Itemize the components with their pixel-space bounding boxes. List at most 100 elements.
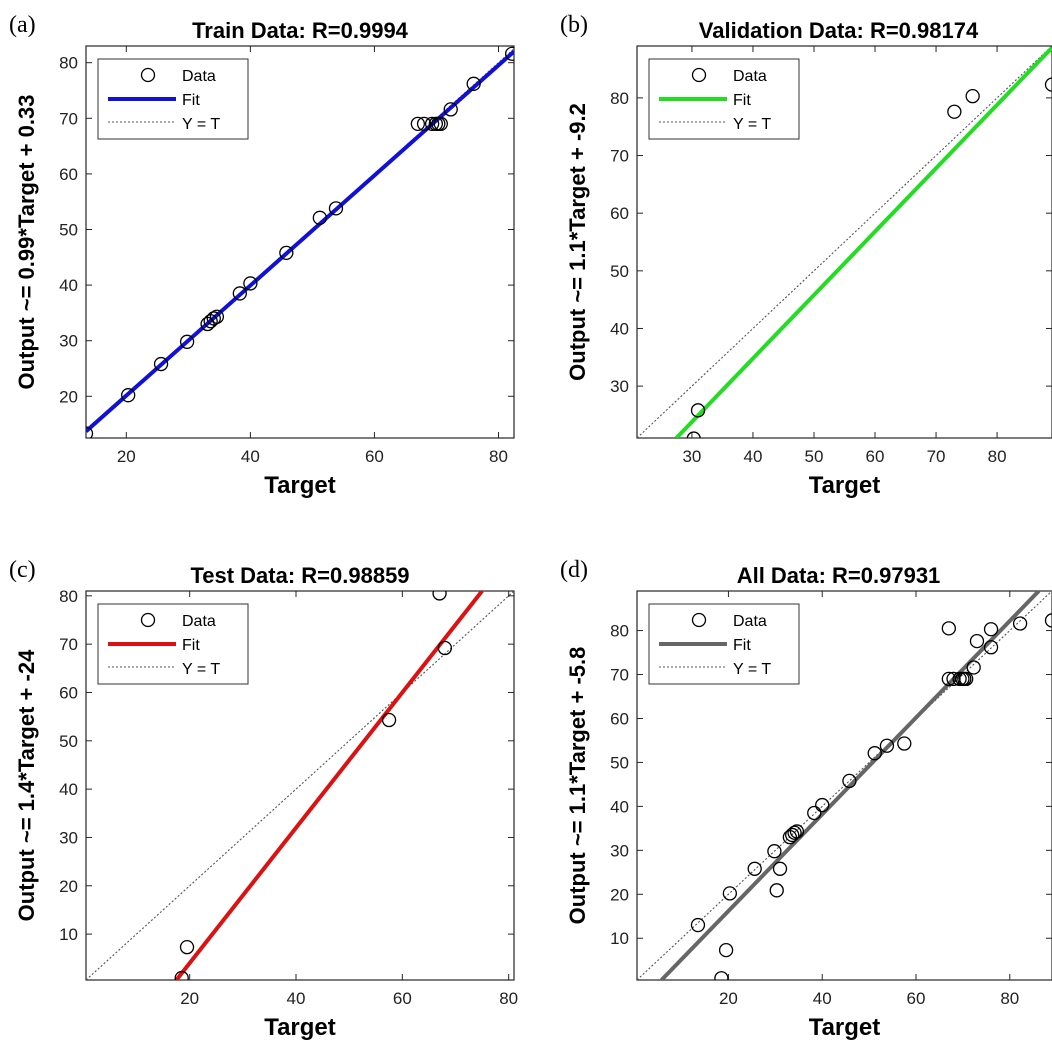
x-tick-label: 60 <box>866 447 885 466</box>
data-point <box>433 116 448 131</box>
y-tick-label: 80 <box>610 89 629 108</box>
identity-line <box>86 591 514 980</box>
legend-data-marker <box>140 67 156 83</box>
y-tick-label: 30 <box>59 332 78 351</box>
y-axis-label: Output ~= 1.4*Target + -24 <box>14 649 39 921</box>
x-tick-label: 40 <box>287 989 306 1008</box>
chart-title: Test Data: R=0.98859 <box>190 563 409 588</box>
y-tick-label: 40 <box>610 797 629 816</box>
data-point <box>785 827 800 843</box>
data-point <box>410 116 426 131</box>
x-tick-label: 80 <box>1000 989 1019 1008</box>
data-point <box>179 334 195 349</box>
data-point <box>121 388 136 403</box>
data-point <box>1044 613 1052 628</box>
y-tick-label: 60 <box>610 709 629 728</box>
chart-title: Validation Data: R=0.98174 <box>699 18 979 43</box>
y-tick-label: 40 <box>59 780 78 799</box>
data-point <box>769 883 784 898</box>
data-point <box>1012 616 1028 631</box>
y-axis-label: Output ~= 1.1*Target + -9.2 <box>565 103 590 381</box>
y-tick-label: 80 <box>610 622 629 641</box>
data-point <box>232 286 247 301</box>
y-tick-label: 20 <box>610 885 629 904</box>
x-tick-label: 20 <box>117 447 136 466</box>
fit-line <box>674 46 1052 438</box>
data-point <box>686 431 701 438</box>
data-point <box>722 886 737 901</box>
data-point <box>504 46 514 61</box>
y-tick-label: 40 <box>59 276 78 295</box>
y-tick-label: 20 <box>59 387 78 406</box>
legend-entry-label: Y = T <box>182 116 220 133</box>
data-point <box>690 403 706 418</box>
y-tick-label: 10 <box>610 929 629 948</box>
panel-letter: (c) <box>9 557 36 583</box>
y-tick-label: 20 <box>59 877 78 896</box>
data-point <box>969 633 985 649</box>
y-tick-label: 70 <box>59 635 78 654</box>
x-axis-label: Target <box>809 472 881 499</box>
data-point <box>443 102 458 117</box>
chart-panel: 30 40 50 60 70 80 30 40 50 60 70 80 Data Fit Y = T (b) V… <box>560 12 1052 499</box>
data-point <box>789 824 805 839</box>
legend-entry-label: Fit <box>733 92 751 109</box>
data-point <box>879 738 895 753</box>
data-point <box>947 104 962 119</box>
panel-letter: (a) <box>9 12 36 38</box>
y-tick-label: 60 <box>610 204 629 223</box>
data-point <box>941 621 956 636</box>
data-point <box>153 356 169 372</box>
x-tick-label: 60 <box>393 989 412 1008</box>
data-point <box>432 591 447 601</box>
x-tick-label: 50 <box>805 447 824 466</box>
data-point <box>86 426 94 438</box>
x-tick-label: 40 <box>813 989 832 1008</box>
x-tick-label: 60 <box>907 989 926 1008</box>
plot-lines <box>637 46 1052 438</box>
data-point <box>787 825 802 840</box>
fit-line <box>174 591 484 980</box>
x-axis-label: Target <box>264 1014 336 1041</box>
data-point <box>897 736 912 751</box>
chart-panel: 20 40 60 80 10 20 30 40 50 60 70 80 Data Fit Y = T (c) T… <box>9 557 518 1041</box>
x-tick-label: 80 <box>499 989 518 1008</box>
data-point <box>983 622 999 637</box>
y-tick-label: 50 <box>610 753 629 772</box>
legend-data-marker <box>691 612 707 628</box>
data-point <box>416 116 432 131</box>
x-tick-label: 40 <box>241 447 260 466</box>
data-point <box>747 861 762 876</box>
data-point <box>328 201 344 216</box>
plot-lines <box>637 591 1052 980</box>
y-tick-label: 70 <box>610 147 629 166</box>
data-point <box>466 76 481 91</box>
y-tick-label: 60 <box>59 683 78 702</box>
y-tick-label: 50 <box>59 220 78 239</box>
legend-data-marker <box>140 612 156 628</box>
y-tick-label: 30 <box>610 841 629 860</box>
y-tick-label: 80 <box>59 587 78 606</box>
x-tick-label: 20 <box>180 989 199 1008</box>
data-point <box>772 861 788 876</box>
y-tick-label: 40 <box>610 319 629 338</box>
legend-entry-label: Fit <box>733 637 751 654</box>
x-axis-label: Target <box>809 1014 881 1041</box>
x-tick-label: 70 <box>927 447 946 466</box>
chart-panel: 20 40 60 80 10 20 30 40 50 60 70 80 Data Fit Y = T (d) A… <box>560 557 1052 1041</box>
legend-entry-label: Data <box>733 613 767 630</box>
y-tick-label: 30 <box>59 828 78 847</box>
x-tick-label: 40 <box>743 447 762 466</box>
legend-entry-label: Fit <box>182 637 200 654</box>
x-tick-label: 80 <box>988 447 1007 466</box>
plot-lines <box>86 46 514 438</box>
legend-entry-label: Y = T <box>182 661 220 678</box>
data-point <box>842 773 857 789</box>
legend-entry-label: Data <box>182 613 216 630</box>
y-tick-label: 70 <box>59 109 78 128</box>
data-point <box>959 671 974 687</box>
data-point <box>424 116 440 131</box>
data-point <box>690 917 706 933</box>
y-tick-label: 30 <box>610 377 629 396</box>
